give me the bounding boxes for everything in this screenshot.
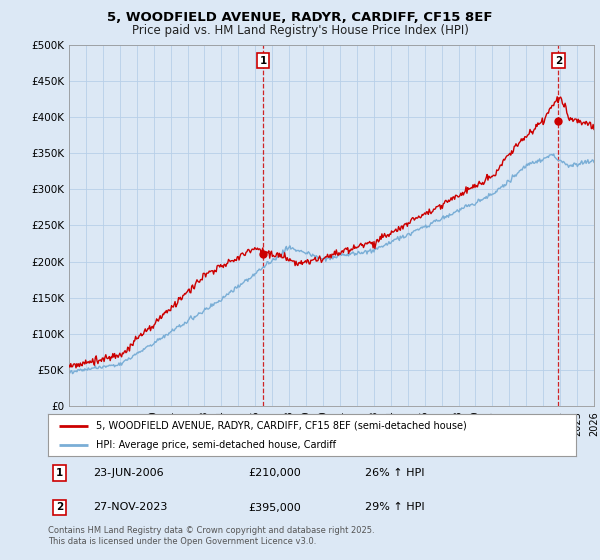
Text: Price paid vs. HM Land Registry's House Price Index (HPI): Price paid vs. HM Land Registry's House … (131, 24, 469, 36)
Text: 26% ↑ HPI: 26% ↑ HPI (365, 468, 424, 478)
Text: 23-JUN-2006: 23-JUN-2006 (93, 468, 164, 478)
Text: HPI: Average price, semi-detached house, Cardiff: HPI: Average price, semi-detached house,… (95, 440, 335, 450)
Text: £210,000: £210,000 (248, 468, 301, 478)
Text: 1: 1 (56, 468, 63, 478)
Text: Contains HM Land Registry data © Crown copyright and database right 2025.
This d: Contains HM Land Registry data © Crown c… (48, 526, 374, 546)
Text: 29% ↑ HPI: 29% ↑ HPI (365, 502, 424, 512)
Text: 5, WOODFIELD AVENUE, RADYR, CARDIFF, CF15 8EF: 5, WOODFIELD AVENUE, RADYR, CARDIFF, CF1… (107, 11, 493, 24)
Text: 27-NOV-2023: 27-NOV-2023 (93, 502, 167, 512)
Text: 2: 2 (56, 502, 63, 512)
Text: 2: 2 (555, 55, 562, 66)
Text: 5, WOODFIELD AVENUE, RADYR, CARDIFF, CF15 8EF (semi-detached house): 5, WOODFIELD AVENUE, RADYR, CARDIFF, CF1… (95, 421, 466, 431)
Text: 1: 1 (260, 55, 267, 66)
Text: £395,000: £395,000 (248, 502, 301, 512)
